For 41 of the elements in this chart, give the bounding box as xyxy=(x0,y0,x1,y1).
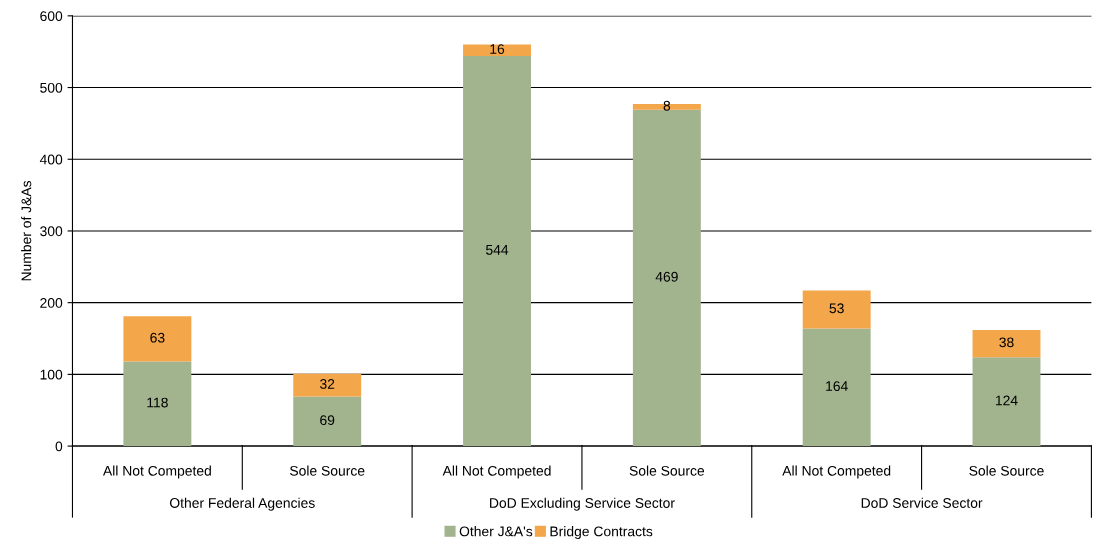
y-tick-label: 500 xyxy=(40,82,63,93)
bar xyxy=(123,361,192,447)
text: DoD Service Sector xyxy=(861,497,983,508)
y-tick-label: 300 xyxy=(40,226,63,237)
data-label: 53 xyxy=(829,303,844,314)
y-axis-title: Number of J&As xyxy=(21,180,32,281)
bar xyxy=(463,55,531,447)
x-tick-label: Sole Source xyxy=(969,465,1044,476)
data-label: 38 xyxy=(999,337,1014,348)
legend-label: Bridge Contracts xyxy=(550,526,653,540)
data-label: 164 xyxy=(826,381,848,392)
data-label: 469 xyxy=(655,271,678,282)
x-tick-label: All Not Competed xyxy=(782,465,891,479)
y-tick-label: 600 xyxy=(40,11,63,21)
y-tick-label: 0 xyxy=(55,441,63,452)
bar xyxy=(632,109,701,447)
bar xyxy=(463,44,531,56)
y-tick-label: 100 xyxy=(40,369,63,380)
bar xyxy=(123,316,192,362)
bar xyxy=(293,396,362,447)
text: DoD Excluding Service Sector xyxy=(490,497,675,511)
data-label: 16 xyxy=(490,44,505,54)
bar xyxy=(972,357,1041,447)
bar xyxy=(972,329,1041,358)
bar xyxy=(802,328,871,447)
data-label: 69 xyxy=(320,415,335,426)
legend-label: Other J&A's xyxy=(459,526,533,537)
data-label: 63 xyxy=(150,332,165,343)
x-tick-label: Sole Source xyxy=(290,465,365,476)
text: Other Federal Agencies xyxy=(170,497,315,511)
y-tick-label: 200 xyxy=(40,298,63,308)
x-tick-label: Sole Source xyxy=(629,465,705,476)
y-tick-label: 400 xyxy=(39,154,63,165)
data-label: 124 xyxy=(995,395,1018,406)
x-tick-label: All Not Competed xyxy=(102,465,211,479)
x-tick-label: All Not Competed xyxy=(442,465,551,479)
data-label: 32 xyxy=(320,379,335,389)
data-label: 544 xyxy=(486,245,509,255)
bar xyxy=(802,290,871,329)
bar xyxy=(293,373,362,397)
data-label: 118 xyxy=(147,397,168,408)
